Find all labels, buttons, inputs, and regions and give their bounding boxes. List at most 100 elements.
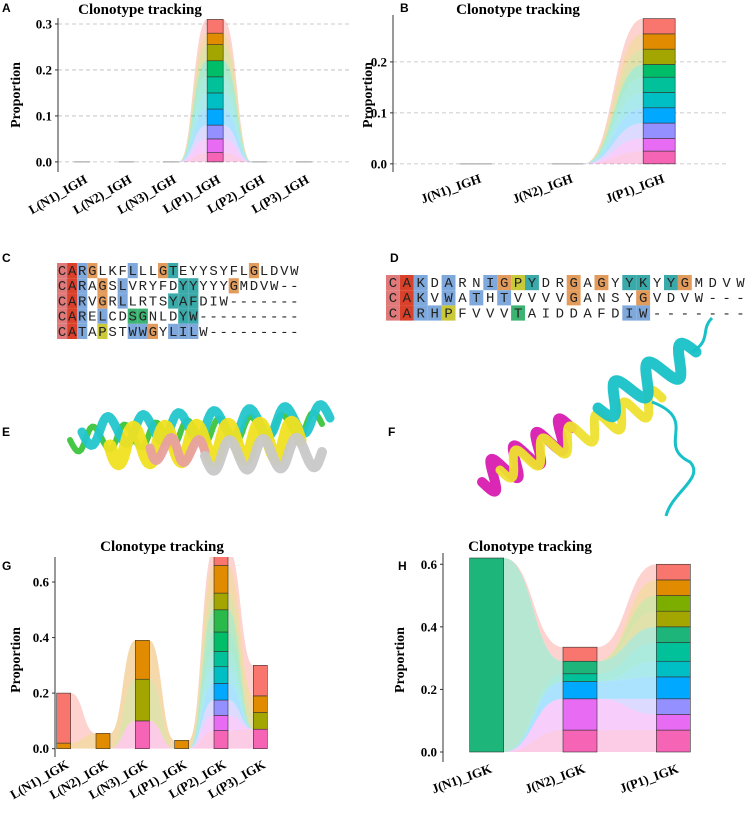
- bar-segment: [656, 729, 691, 753]
- flow-ribbon: [178, 19, 208, 162]
- residue-highlight: [97, 323, 108, 339]
- flow-ribbon: [178, 44, 208, 162]
- bar-segment: [642, 33, 676, 50]
- residue-highlight: [158, 263, 169, 279]
- flow-ribbon: [583, 18, 644, 164]
- residue-highlight: [511, 275, 525, 291]
- residue-highlight: [386, 290, 400, 306]
- y-tick-label: 0.6: [33, 575, 50, 590]
- axis-label: Proportion: [9, 627, 24, 693]
- bar-segment: [206, 19, 224, 34]
- panel-label: H: [398, 559, 407, 573]
- residue-highlight: [441, 305, 456, 321]
- bar-segment: [206, 44, 224, 62]
- flow-ribbon: [597, 564, 657, 662]
- bar-segment: [213, 557, 229, 566]
- x-tick-label: J(P1)_IGH: [603, 171, 666, 206]
- panel-label: A: [2, 1, 11, 15]
- residue-highlight: [497, 275, 512, 291]
- residue-highlight: [427, 305, 442, 321]
- plot-area: [74, 19, 312, 163]
- bar-segment: [213, 730, 229, 749]
- residue-highlight: [67, 293, 78, 309]
- bar-segment: [206, 60, 224, 78]
- bar-segment: [213, 609, 229, 633]
- residue-highlight: [178, 308, 189, 324]
- bar-segment: [642, 92, 676, 109]
- bar-segment: [206, 108, 224, 126]
- bar-segment: [253, 695, 268, 713]
- y-tick-label: 0.0: [371, 156, 387, 171]
- flow-ribbon: [223, 125, 252, 162]
- y-tick-label: 0.2: [421, 682, 437, 697]
- bar-segment: [56, 692, 71, 744]
- flow-ribbon: [597, 698, 657, 731]
- residue-highlight: [57, 278, 68, 294]
- residue-highlight: [188, 278, 199, 294]
- y-tick-label: 0.2: [33, 686, 49, 701]
- axis-label: Proportion: [9, 62, 24, 128]
- protein-loop: [691, 316, 714, 354]
- flow-ribbon: [178, 125, 208, 162]
- residue-highlight: [188, 308, 199, 324]
- residue-highlight: [386, 305, 400, 321]
- flow-ribbon: [223, 60, 252, 162]
- chart-title: Clonotype tracking: [456, 2, 580, 18]
- bar-segment: [56, 742, 71, 749]
- residue-highlight: [137, 323, 148, 339]
- bar-segment: [253, 665, 268, 697]
- residue-highlight: [483, 275, 498, 291]
- bar-segment: [656, 698, 691, 715]
- flow-ribbon: [223, 152, 252, 162]
- bar-segment: [562, 698, 598, 731]
- residue-highlight: [77, 323, 88, 339]
- helix: [200, 432, 327, 476]
- flow-ribbon: [228, 666, 254, 730]
- plot-area: [459, 18, 676, 165]
- flow-ribbon: [223, 92, 252, 162]
- panel-label: B: [400, 1, 409, 15]
- bar-segment: [562, 681, 598, 700]
- y-tick-label: 0.1: [36, 108, 52, 123]
- residue-highlight: [178, 278, 189, 294]
- residue-highlight: [622, 275, 637, 291]
- flow-ribbon: [597, 579, 657, 662]
- bar-segment: [642, 48, 676, 65]
- chart-title: Clonotype tracking: [100, 539, 224, 555]
- residue-highlight: [469, 290, 484, 306]
- flow-ribbon: [188, 700, 214, 749]
- y-tick-label: 0.1: [371, 105, 387, 120]
- chart: Clonotype tracking Proportion 0.0 0.1 0.2 J(N…: [361, 2, 729, 206]
- bar-segment: [642, 107, 676, 124]
- panel-label: D: [390, 251, 399, 265]
- residue-highlight: [636, 290, 651, 306]
- residue-highlight: [77, 308, 88, 324]
- residue-highlight: [622, 305, 637, 321]
- flow-ribbon: [188, 565, 214, 749]
- bar-segment: [642, 122, 676, 139]
- flow-ribbon: [178, 33, 208, 162]
- bar-segment: [656, 660, 691, 678]
- bar-segment: [562, 646, 598, 662]
- chart: Clonotype tracking Proportion 0.0 0.1 0.2 0.3…: [9, 2, 350, 217]
- flow-ribbon: [70, 693, 96, 744]
- axis-label: Proportion: [393, 627, 408, 693]
- flow-ribbon: [597, 595, 657, 662]
- flow-ribbon: [503, 673, 563, 752]
- chart-title: Clonotype tracking: [78, 2, 202, 18]
- y-tick-label: 0.3: [36, 16, 53, 31]
- flow-ribbon: [503, 730, 563, 752]
- residue-highlight: [57, 293, 68, 309]
- residue-highlight: [399, 305, 414, 321]
- flow-ribbon: [223, 33, 252, 162]
- protein-structure: [67, 400, 335, 476]
- residue-highlight: [441, 275, 456, 291]
- residue-highlight: [57, 323, 68, 339]
- bar-segment: [206, 76, 224, 94]
- bar-segment: [656, 642, 691, 662]
- bar-segment: [206, 124, 224, 140]
- residue-highlight: [566, 290, 581, 306]
- residue-highlight: [117, 293, 128, 309]
- bar-segment: [135, 720, 150, 749]
